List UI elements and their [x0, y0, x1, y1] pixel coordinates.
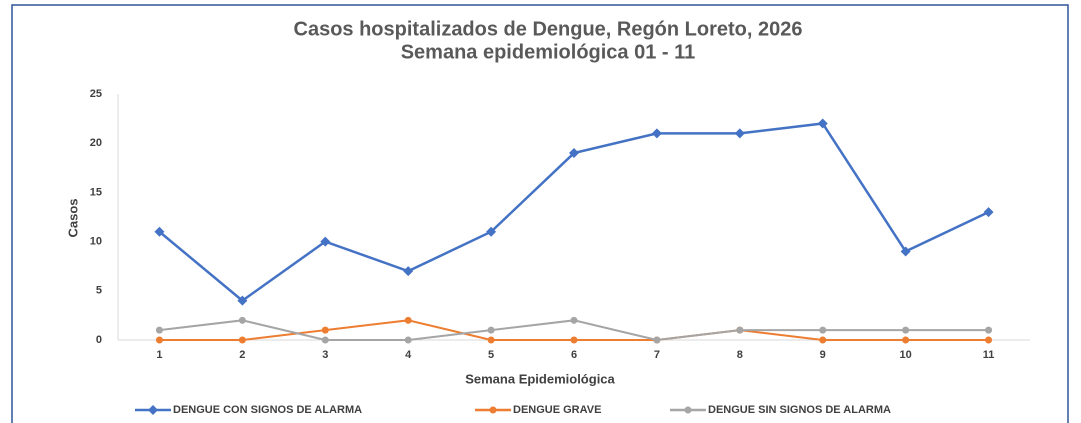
- data-point: [238, 316, 246, 324]
- x-tick-label: 7: [654, 349, 660, 361]
- data-point: [155, 336, 163, 344]
- x-tick-label: 6: [571, 349, 577, 361]
- chart-subtitle: Semana epidemiológica 01 - 11: [401, 41, 696, 63]
- data-point: [403, 266, 414, 277]
- legend-label: DENGUE GRAVE: [513, 404, 601, 416]
- data-point: [155, 326, 163, 334]
- y-tick-label: 5: [96, 285, 102, 297]
- legend-marker: [148, 405, 158, 415]
- data-point: [817, 118, 828, 129]
- data-point: [404, 336, 412, 344]
- x-tick-label: 4: [405, 349, 412, 361]
- legend-marker: [489, 406, 497, 414]
- y-tick-label: 10: [90, 236, 102, 248]
- x-tick-label: 10: [900, 349, 912, 361]
- data-point: [900, 246, 911, 257]
- data-point: [902, 336, 910, 344]
- data-point: [985, 326, 993, 334]
- data-point: [320, 236, 331, 247]
- legend-label: DENGUE SIN SIGNOS DE ALARMA: [708, 404, 891, 416]
- data-point: [486, 226, 497, 237]
- data-point: [983, 207, 994, 218]
- data-point: [570, 336, 578, 344]
- data-point: [238, 336, 246, 344]
- data-point: [819, 336, 827, 344]
- chart-frame: [11, 4, 1069, 423]
- data-point: [653, 336, 661, 344]
- data-point: [734, 128, 745, 139]
- y-tick-label: 15: [90, 186, 102, 198]
- data-point: [570, 316, 578, 324]
- x-tick-label: 8: [737, 349, 743, 361]
- data-point: [321, 326, 329, 334]
- data-point: [237, 295, 248, 306]
- data-point: [569, 148, 579, 159]
- x-tick-label: 11: [983, 349, 995, 361]
- x-tick-label: 9: [820, 349, 826, 361]
- data-point: [736, 326, 744, 334]
- data-point: [902, 326, 910, 334]
- y-axis-label: Casos: [65, 198, 80, 237]
- legend-label: DENGUE CON SIGNOS DE ALARMA: [173, 404, 362, 416]
- data-point: [404, 316, 412, 324]
- chart-title: Casos hospitalizados de Dengue, Regón Lo…: [294, 18, 803, 40]
- x-axis-label: Semana Epidemiológica: [465, 371, 615, 386]
- data-point: [321, 336, 329, 344]
- data-point: [651, 128, 662, 139]
- x-tick-label: 3: [322, 349, 328, 361]
- data-point: [819, 326, 827, 334]
- data-point: [487, 336, 495, 344]
- data-point: [985, 336, 993, 344]
- data-point: [487, 326, 495, 334]
- legend-marker: [684, 406, 692, 414]
- data-point: [154, 226, 165, 237]
- y-tick-label: 20: [90, 137, 102, 149]
- x-tick-label: 2: [239, 349, 245, 361]
- y-tick-label: 25: [90, 88, 102, 100]
- x-tick-label: 1: [156, 349, 162, 361]
- y-tick-label: 0: [96, 334, 102, 346]
- x-tick-label: 5: [488, 349, 494, 361]
